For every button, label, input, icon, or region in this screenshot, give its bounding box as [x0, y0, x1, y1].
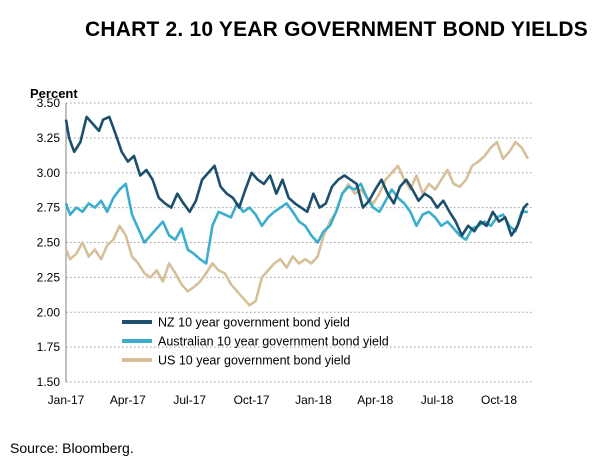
y-axis-unit-label: Percent [30, 86, 78, 101]
x-tick-label: Apr-17 [110, 393, 146, 407]
x-axis-ticks: Jan-17 Apr-17 Jul-17 Oct-17 Jan-18 Apr-18 Jul-… [48, 393, 518, 407]
y-tick-label: 2.25 [37, 270, 61, 284]
y-tick-label: 1.50 [37, 375, 61, 389]
legend-label-0: NZ 10 year government bond yield [158, 316, 350, 330]
y-tick-label: 2.50 [37, 236, 61, 250]
y-tick-label: 3.25 [37, 131, 61, 145]
x-tick-label: Oct-17 [234, 393, 270, 407]
chart-title: CHART 2. 10 YEAR GOVERNMENT BOND YIELDS [85, 18, 588, 41]
x-tick-label: Apr-18 [357, 393, 393, 407]
series-line-2 [64, 140, 530, 307]
series-line-1 [64, 182, 528, 265]
legend-label-2: US 10 year government bond yield [158, 354, 351, 368]
x-tick-label: Jul-18 [421, 393, 454, 407]
y-tick-label: 3.00 [37, 166, 61, 180]
gridlines [66, 102, 532, 383]
x-tick-label: Oct-18 [481, 393, 517, 407]
series-line-0 [64, 115, 529, 237]
x-tick-label: Jan-17 [48, 393, 85, 407]
source-note: Source: Bloomberg. [10, 440, 134, 456]
y-tick-label: 1.75 [37, 340, 61, 354]
x-tick-label: Jan-18 [295, 393, 332, 407]
legend: NZ 10 year government bond yield Australi… [122, 316, 389, 368]
y-tick-label: 2.75 [37, 201, 61, 215]
y-tick-label: 3.50 [37, 96, 61, 110]
legend-label-1: Australian 10 year government bond yield [158, 335, 389, 349]
x-tick-label: Jul-17 [173, 393, 206, 407]
series-lines [64, 115, 530, 307]
y-tick-label: 2.00 [37, 305, 61, 319]
y-axis-ticks: 1.50 1.75 2.00 2.25 2.50 2.75 3.00 3.25 3.50 [37, 96, 61, 389]
